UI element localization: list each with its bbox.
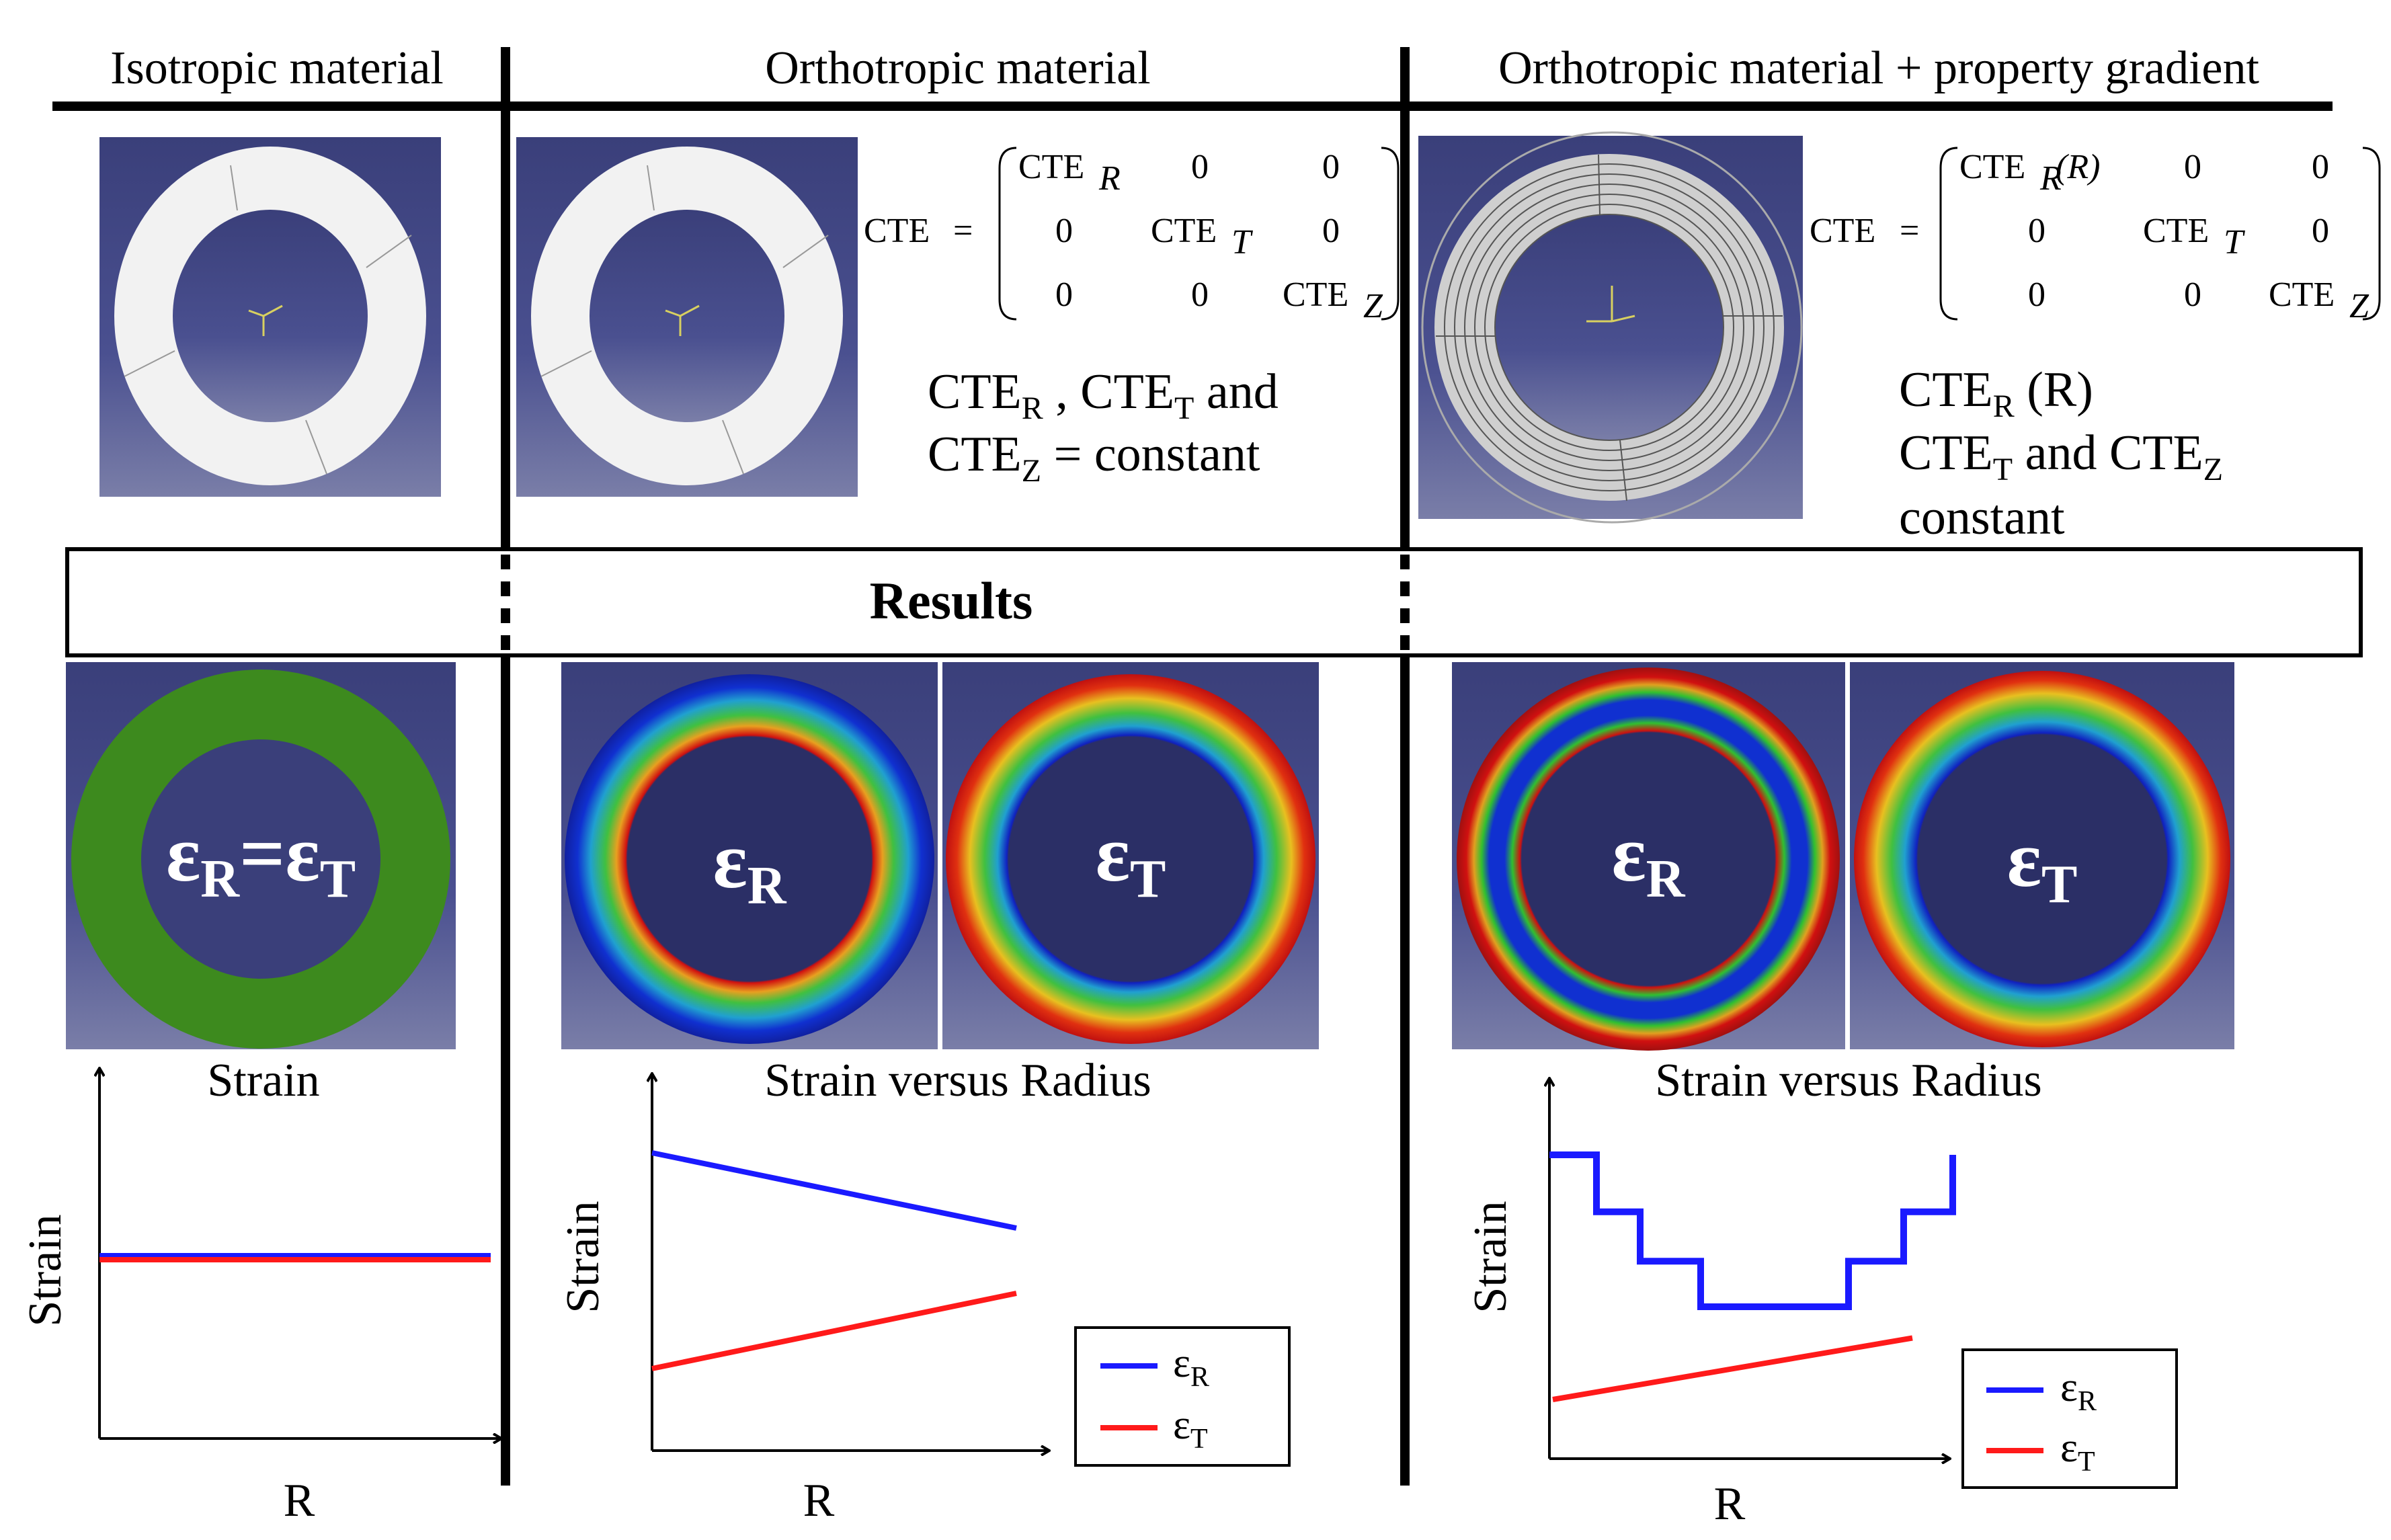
header-isotropic: Isotropic material (110, 42, 444, 94)
svg-text:0: 0 (2028, 212, 2045, 250)
xlabel-ortho: R (803, 1475, 835, 1527)
svg-text:0: 0 (1055, 276, 1073, 314)
svg-text:R: R (2039, 159, 2062, 198)
results-banner (65, 547, 2363, 657)
map-ortho-er: εR (561, 662, 938, 1049)
svg-text:T: T (2224, 223, 2245, 261)
series-er-step-line (1549, 1151, 1956, 1310)
svg-text:0: 0 (2312, 212, 2329, 250)
map-gradient-et: εT (1850, 662, 2234, 1049)
svg-text:CTE: CTE (1283, 276, 1348, 314)
svg-text:(R): (R) (2056, 148, 2100, 186)
plot-iso-series (99, 1253, 491, 1262)
ylabel-ortho: Strain (557, 1201, 609, 1313)
svg-text:CTE: CTE (2269, 276, 2335, 314)
svg-text:0: 0 (2184, 148, 2201, 186)
svg-text:T: T (1231, 223, 1253, 261)
map-iso-strain: εR=εT (66, 662, 456, 1049)
series-et-line (651, 1291, 1017, 1371)
plot-title-gradient: Strain versus Radius (1655, 1055, 2042, 1106)
svg-text:CTE: CTE (1810, 212, 1875, 250)
cte-matrix-ortho: CTE = CTE R 0 0 0 CTE T 0 0 0 CTE Z (864, 147, 1400, 325)
legend-ortho-et: εT (1173, 1402, 1208, 1455)
svg-text:=: = (953, 212, 973, 250)
axis-triad-icon (248, 305, 283, 336)
svg-text:CTE: CTE (2143, 212, 2209, 250)
legend-gradient-et: εT (2060, 1425, 2095, 1477)
svg-text:=: = (1900, 212, 1919, 250)
plot-gradient-series (1549, 1151, 1956, 1402)
svg-text:R: R (1098, 159, 1121, 198)
svg-text:0: 0 (1322, 212, 1340, 250)
map-gradient-er: εR (1452, 662, 1845, 1051)
panel-gradient-geometry (1418, 131, 1803, 524)
svg-text:0: 0 (1055, 212, 1073, 250)
plot-title-iso: Strain (207, 1055, 319, 1106)
plot-ortho-series (651, 1150, 1017, 1371)
svg-text:CTEZ = constant: CTEZ = constant (928, 427, 1260, 489)
svg-text:CTE: CTE (1018, 148, 1084, 186)
header-orthotropic: Orthotropic material (765, 42, 1150, 94)
map-ortho-et: εT (942, 662, 1319, 1049)
svg-text:CTE: CTE (1959, 148, 2025, 186)
svg-text:Z: Z (1363, 287, 1383, 325)
legend-gradient: εR εT (1961, 1348, 2178, 1489)
svg-text:constant: constant (1899, 490, 2065, 545)
cte-matrix-gradient: CTE = CTE R (R) 0 0 0 CTE T 0 0 0 CTE Z (1810, 147, 2381, 325)
series-er-line (651, 1150, 1017, 1231)
svg-text:CTE: CTE (864, 212, 930, 250)
xlabel-gradient: R (1714, 1478, 1746, 1530)
svg-text:0: 0 (2184, 276, 2201, 314)
legend-ortho-er: εR (1173, 1340, 1209, 1393)
series-et-line (1552, 1335, 1913, 1402)
svg-text:εR=εT: εR=εT (166, 809, 356, 909)
results-label: Results (870, 571, 1033, 630)
svg-text:CTER (R): CTER (R) (1899, 362, 2093, 424)
plot-gradient-axes: Strain R (1465, 1079, 1949, 1530)
plot-iso-axes: Strain R (19, 1069, 501, 1527)
panel-iso-geometry (99, 137, 441, 497)
svg-text:CTER , CTET and: CTER , CTET and (928, 364, 1279, 426)
svg-text:Z: Z (2349, 287, 2369, 325)
panel-ortho-geometry (516, 137, 858, 497)
svg-text:0: 0 (2028, 276, 2045, 314)
gradient-note: CTER (R) CTET and CTEZ constant (1899, 362, 2223, 545)
svg-text:εT: εT (2007, 814, 2078, 914)
svg-text:εT: εT (1096, 809, 1166, 909)
plot-title-ortho: Strain versus Radius (764, 1055, 1151, 1106)
svg-text:CTE: CTE (1151, 212, 1217, 250)
header-gradient: Orthotropic material + property gradient (1498, 42, 2259, 94)
ylabel-gradient: Strain (1465, 1201, 1516, 1313)
legend-ortho: εR εT (1074, 1326, 1291, 1467)
svg-text:0: 0 (2312, 148, 2329, 186)
legend-gradient-er: εR (2060, 1365, 2097, 1417)
svg-text:0: 0 (1191, 148, 1209, 186)
ylabel-iso: Strain (19, 1214, 71, 1326)
plot-ortho-axes: Strain R (557, 1074, 1049, 1527)
svg-text:εR: εR (1611, 809, 1685, 909)
svg-text:εR: εR (713, 815, 786, 916)
svg-text:0: 0 (1322, 148, 1340, 186)
svg-text:CTET and CTEZ: CTET and CTEZ (1899, 425, 2223, 487)
xlabel-iso: R (284, 1475, 315, 1527)
ortho-note: CTER , CTET and CTEZ = constant (928, 364, 1279, 489)
svg-text:0: 0 (1191, 276, 1209, 314)
